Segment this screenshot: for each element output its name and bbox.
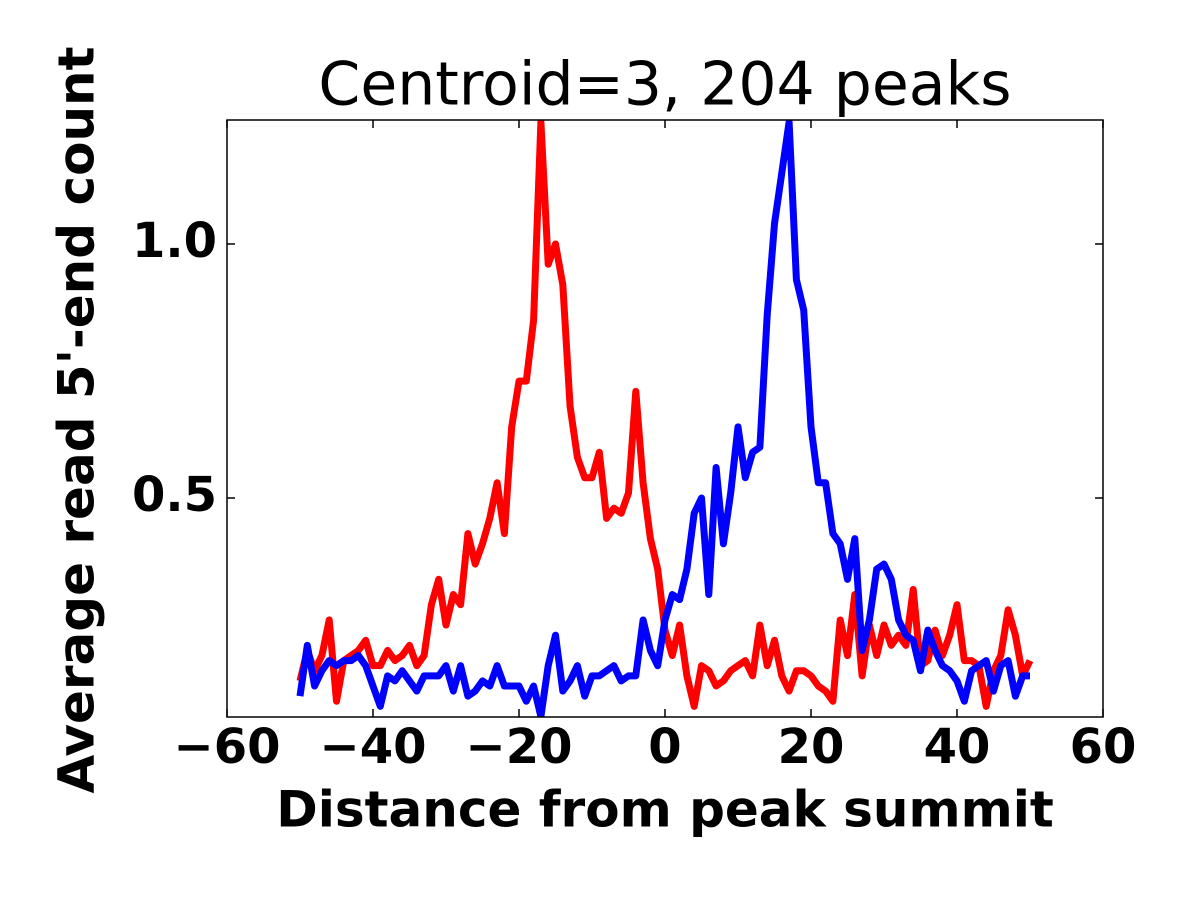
x-tick-label: 40 [924, 719, 991, 775]
y-tick-label: 1.0 [132, 213, 217, 269]
x-tick-label: 20 [778, 719, 845, 775]
x-tick-label: −20 [465, 719, 572, 775]
y-tick-label: 0.5 [132, 467, 217, 523]
data-line [296, 120, 1030, 717]
x-tick-label: 60 [1070, 719, 1137, 775]
chart-title: Centroid=3, 204 peaks [318, 50, 1011, 120]
y-axis-label: Average read 5'-end count [48, 46, 106, 793]
x-tick-label: −60 [173, 719, 280, 775]
x-axis-label: Distance from peak summit [276, 781, 1054, 839]
x-tick-label: −40 [319, 719, 426, 775]
x-tick-label: 0 [648, 719, 681, 775]
